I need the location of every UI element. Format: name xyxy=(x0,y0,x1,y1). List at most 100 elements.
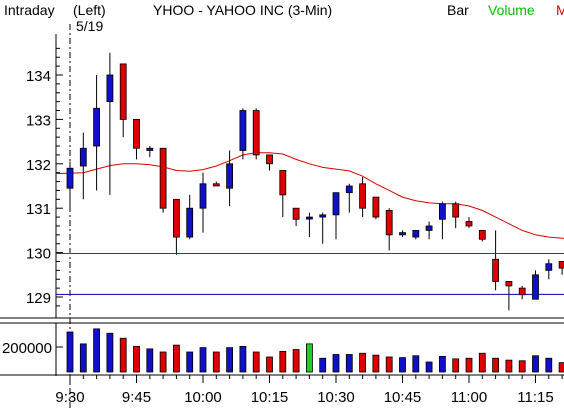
candle xyxy=(93,75,100,191)
candle-body xyxy=(133,119,140,149)
axis-side-label[interactable]: (Left) xyxy=(73,2,106,18)
candle-body xyxy=(532,274,539,300)
candle-body xyxy=(93,107,100,147)
volume-bar xyxy=(186,351,194,373)
volume-bar xyxy=(79,343,87,373)
candle-body xyxy=(425,225,433,231)
candle xyxy=(465,217,473,229)
candle-body xyxy=(212,183,220,187)
candle-body xyxy=(319,214,327,218)
volume-bar xyxy=(345,354,353,373)
volume-bar xyxy=(465,357,473,373)
volume-bar xyxy=(93,328,100,373)
time-tick-label: 11:00 xyxy=(451,389,487,406)
candle-body xyxy=(399,232,406,236)
session-date-label: 5/19 xyxy=(76,18,103,34)
volume-bar xyxy=(212,351,220,373)
volume-bar xyxy=(66,331,74,373)
time-tick-label: 10:30 xyxy=(317,389,355,406)
volume-bar xyxy=(106,332,114,373)
candle-body xyxy=(172,198,180,238)
next-indicator-toggle[interactable]: M xyxy=(556,2,564,18)
volume-bar xyxy=(199,347,207,373)
candle xyxy=(159,147,167,213)
mode-label[interactable]: Intraday xyxy=(4,2,55,18)
volume-bar xyxy=(518,360,526,373)
volume-bar xyxy=(252,351,260,373)
volume-bar xyxy=(545,357,553,373)
candle xyxy=(372,196,380,220)
candle xyxy=(212,181,220,187)
candle-body xyxy=(199,183,207,209)
volume-bar xyxy=(146,348,154,373)
candle-body xyxy=(159,147,167,209)
candle xyxy=(359,177,367,218)
volume-bar xyxy=(292,349,300,373)
candle-body xyxy=(119,63,127,120)
candle xyxy=(492,230,500,291)
candle-body xyxy=(226,163,234,189)
reference-lines xyxy=(56,252,564,295)
volume-bar xyxy=(279,350,287,373)
candle-body xyxy=(106,74,114,103)
volume-bar xyxy=(412,355,420,373)
volume-toggle[interactable]: Volume xyxy=(488,2,535,18)
candle xyxy=(438,201,446,240)
candle xyxy=(146,146,154,158)
volume-axis: 200000 xyxy=(2,340,63,357)
candle-body xyxy=(66,167,74,189)
candle xyxy=(266,154,273,171)
moving-average-line xyxy=(55,152,564,239)
candle-body xyxy=(518,287,526,296)
price-tick-label: 131 xyxy=(26,201,51,218)
volume-bar xyxy=(492,357,500,373)
candle xyxy=(319,212,327,244)
price-tick-label: 133 xyxy=(26,112,51,129)
candle-body xyxy=(545,263,553,271)
candle-body xyxy=(252,110,260,156)
volume-bar xyxy=(452,358,460,373)
candle-body xyxy=(146,147,154,151)
candle-body xyxy=(438,203,446,220)
candle xyxy=(106,52,114,195)
candle xyxy=(412,229,420,240)
volume-bar xyxy=(478,352,486,373)
volume-bar xyxy=(319,357,327,373)
candle xyxy=(425,221,433,240)
volume-bar xyxy=(226,347,234,373)
candle-body xyxy=(266,154,273,165)
candle-body xyxy=(305,216,313,220)
candle xyxy=(345,183,353,213)
candle xyxy=(279,170,287,218)
candle xyxy=(239,108,247,160)
volume-bar xyxy=(119,337,127,373)
candle xyxy=(305,212,313,238)
candle xyxy=(518,285,526,300)
volume-tick-label: 200000 xyxy=(2,340,52,357)
price-tick-label: 132 xyxy=(26,157,51,174)
volume-bar xyxy=(359,352,367,373)
candle-body xyxy=(465,221,473,227)
volume-bar xyxy=(372,354,380,373)
candle-body xyxy=(558,261,564,269)
bar-style-toggle[interactable]: Bar xyxy=(447,2,469,18)
candle-body xyxy=(452,203,460,218)
volume-bars xyxy=(66,328,564,373)
candle-body xyxy=(332,192,340,216)
candle xyxy=(385,208,393,251)
candle xyxy=(505,281,513,311)
candle xyxy=(399,230,406,238)
candle-body xyxy=(186,207,194,238)
candle xyxy=(532,270,539,300)
candle xyxy=(452,201,460,229)
time-tick-label: 9:30 xyxy=(55,389,84,406)
price-axis: 129 130 131 132 133 134 xyxy=(26,47,63,307)
candle xyxy=(172,198,180,255)
candle xyxy=(66,161,74,209)
volume-bar xyxy=(239,345,247,373)
candle-body xyxy=(279,170,287,196)
candle-body xyxy=(412,229,420,238)
volume-bar xyxy=(438,355,446,373)
candle-body xyxy=(359,183,367,209)
candle-body xyxy=(492,258,500,282)
